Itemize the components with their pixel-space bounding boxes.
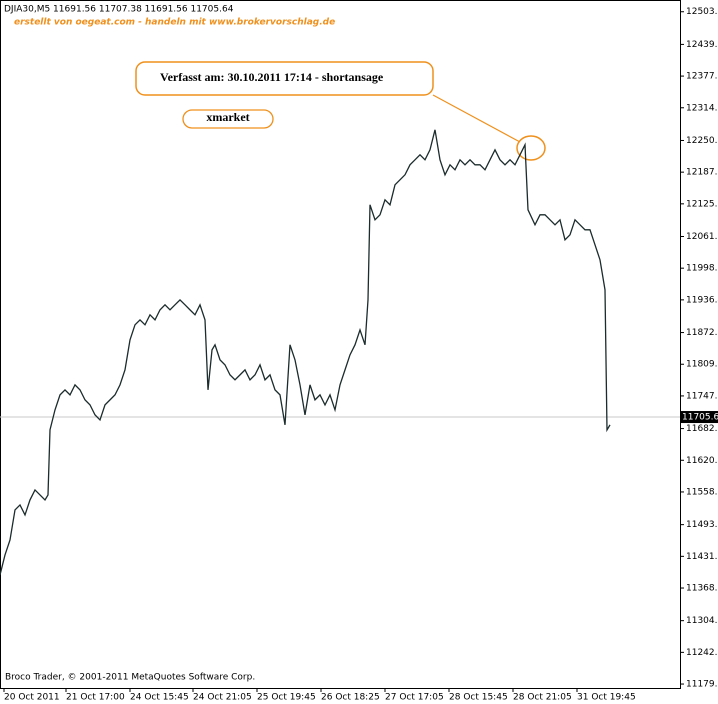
y-tick-label: 12439.5	[686, 40, 718, 50]
y-tick-label: 11620.5	[686, 456, 718, 466]
watermark: erstellt von oegeat.com - handeln mit ww…	[14, 18, 335, 28]
y-tick-label: 11872.0	[686, 328, 718, 338]
y-tick-label: 12377.1	[686, 72, 718, 82]
x-tick-label: 26 Oct 18:25	[321, 693, 380, 703]
symbol-info: DJIA30,M5 11691.56 11707.38 11691.56 117…	[4, 5, 234, 15]
x-tick-label: 20 Oct 2011	[4, 693, 60, 703]
y-tick-label: 11304.6	[686, 616, 718, 626]
y-tick-label: 12503.8	[686, 7, 718, 17]
price-label-box	[680, 411, 718, 424]
y-tick-label: 11747.2	[686, 391, 718, 401]
highlight-circle	[516, 135, 546, 161]
y-tick-label: 12314.7	[686, 103, 718, 113]
plot-frame	[0, 0, 681, 689]
annotation: Verfasst am: 30.10.2011 17:14 - shortans…	[160, 70, 384, 84]
y-tick-label: 11431.3	[686, 552, 718, 562]
x-tick-label: 27 Oct 17:05	[385, 693, 444, 703]
annotation-box	[182, 109, 274, 129]
x-tick-label: 24 Oct 15:45	[130, 693, 189, 703]
callout-line	[432, 94, 521, 143]
y-tick-label: 11242.2	[686, 648, 718, 658]
y-tick-label: 12125.5	[686, 199, 718, 209]
x-tick-label: 24 Oct 21:05	[193, 693, 252, 703]
y-tick-label: 11368.9	[686, 584, 718, 594]
x-tick-label: 31 Oct 19:45	[577, 693, 636, 703]
y-tick-label: 11493.7	[686, 520, 718, 530]
y-tick-label: 12250.3	[686, 136, 718, 146]
copyright: Broco Trader, © 2001-2011 MetaQuotes Sof…	[5, 673, 255, 683]
y-tick-label: 11682.9	[686, 424, 718, 434]
y-tick-label: 12061.2	[686, 232, 718, 242]
price-label: 11705.6	[682, 413, 718, 423]
callout-box	[135, 61, 434, 96]
y-tick-label: 11558.1	[686, 487, 718, 497]
x-tick-label: 25 Oct 19:45	[257, 693, 316, 703]
price-line-series	[0, 129, 611, 576]
x-tick-label: 28 Oct 15:45	[449, 693, 508, 703]
y-tick-label: 11809.6	[686, 360, 718, 370]
y-tick-label: 11998.8	[686, 264, 718, 274]
y-tick-label: 11179.8	[686, 680, 718, 690]
y-tick-label: 12187.9	[686, 168, 718, 178]
annotation: xmarket	[206, 110, 249, 124]
x-tick-label: 28 Oct 21:05	[513, 693, 572, 703]
x-tick-label: 21 Oct 17:00	[66, 693, 125, 703]
y-tick-label: 11936.4	[686, 295, 718, 305]
